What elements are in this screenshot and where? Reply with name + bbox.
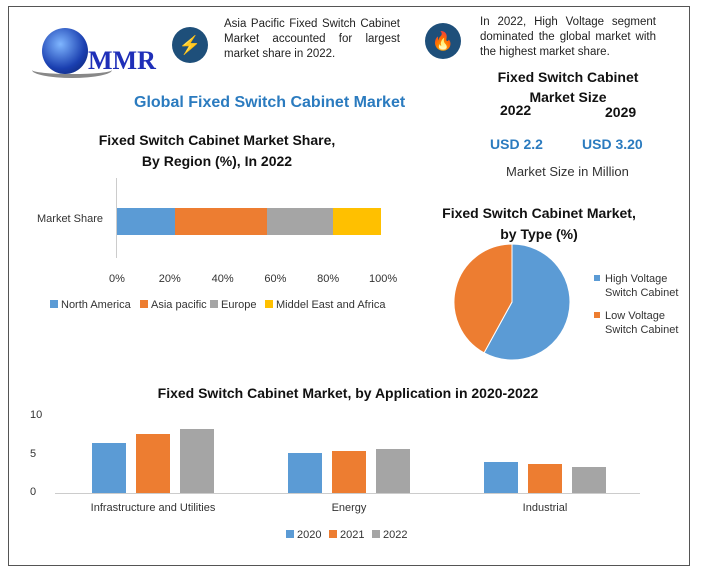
x-tick-label: 80%: [317, 273, 340, 285]
app-bar: [528, 463, 562, 493]
value-2022: USD 2.2: [490, 136, 543, 152]
pie-slice: [453, 243, 513, 354]
pie-slice: [483, 243, 571, 361]
logo: MMR: [30, 22, 160, 82]
app-bar: [288, 452, 322, 493]
unit-label: Market Size in Million: [506, 164, 629, 179]
legend-label: Middel East and Africa: [276, 299, 386, 311]
legend-label: Asia pacific: [151, 299, 207, 311]
type-chart-title: Fixed Switch Cabinet Market, by Type (%): [442, 205, 636, 242]
app-baseline: [55, 493, 640, 494]
value-2029: USD 3.20: [582, 136, 643, 152]
legend-label: High Voltage Switch Cabinet: [605, 273, 679, 299]
region-bar-europe: [267, 208, 334, 235]
region-bar-north-america: [117, 208, 176, 235]
legend-swatch: [265, 300, 273, 308]
legend-swatch: [140, 300, 148, 308]
app-bar: [136, 433, 170, 493]
legend-swatch: [372, 530, 380, 538]
y-tick-label: 10: [30, 409, 43, 421]
logo-text: MMR: [88, 46, 156, 75]
region-category-label: Market Share: [37, 213, 104, 225]
app-bar: [572, 466, 606, 493]
legend-item: Europe: [210, 299, 256, 311]
legend-swatch: [594, 275, 600, 281]
legend-swatch: [210, 300, 218, 308]
legend-item: Middel East and Africa: [265, 299, 385, 311]
lightning-icon: ⚡: [172, 27, 208, 63]
region-bar-asia-pacific: [175, 208, 268, 235]
legend-label: 2021: [340, 529, 365, 541]
application-chart-title: Fixed Switch Cabinet Market, by Applicat…: [157, 385, 539, 401]
note-1: Asia Pacific Fixed Switch Cabinet Market…: [224, 18, 400, 60]
legend-label: Europe: [221, 299, 257, 311]
app-bar: [332, 450, 366, 493]
legend-item: 2022: [372, 529, 407, 541]
pie-legend-item: Low Voltage Switch Cabinet: [594, 309, 684, 337]
category-label: Industrial: [522, 502, 568, 514]
app-bar: [180, 429, 214, 493]
market-size-title: Fixed Switch Cabinet Market Size: [497, 69, 639, 105]
x-tick-label: 20%: [158, 273, 181, 285]
y-tick-label: 5: [30, 447, 37, 460]
legend-swatch: [50, 300, 58, 308]
legend-label: Low Voltage Switch Cabinet: [605, 310, 679, 336]
year-2029: 2029: [605, 104, 637, 120]
legend-swatch: [286, 530, 294, 538]
note-2: In 2022, High Voltage segment dominated …: [480, 16, 656, 58]
y-tick-label: 0: [30, 486, 37, 498]
page-title: Global Fixed Switch Cabinet Market: [134, 94, 406, 111]
category-label: Energy: [331, 502, 367, 514]
region-bar-middel-east-and-africa: [333, 208, 381, 235]
legend-item: 2021: [329, 529, 364, 541]
legend-item: North America: [50, 299, 131, 311]
region-chart-title: Fixed Switch Cabinet Market Share, By Re…: [98, 132, 336, 169]
legend-item: Asia pacific: [140, 299, 207, 311]
legend-swatch: [329, 530, 337, 538]
region-axis: [116, 178, 117, 258]
legend-item: 2020: [286, 529, 321, 541]
x-tick-label: 40%: [211, 273, 234, 285]
pie-legend-item: High Voltage Switch Cabinet: [594, 272, 684, 300]
app-bar: [92, 442, 126, 493]
legend-label: 2020: [297, 529, 322, 541]
swoosh-icon: [32, 62, 112, 78]
app-bar: [484, 462, 518, 493]
flame-icon: 🔥: [425, 23, 461, 59]
legend-swatch: [594, 312, 600, 318]
category-label: Infrastructure and Utilities: [90, 502, 216, 514]
type-pie-chart: [453, 243, 571, 361]
x-tick-label: 100%: [369, 273, 398, 285]
legend-label: North America: [61, 299, 131, 311]
app-bar: [376, 449, 410, 493]
x-tick-label: 60%: [264, 273, 287, 285]
legend-label: 2022: [383, 529, 408, 541]
x-tick-label: 0%: [109, 273, 125, 285]
year-2022: 2022: [500, 102, 532, 118]
frame: [8, 6, 690, 566]
